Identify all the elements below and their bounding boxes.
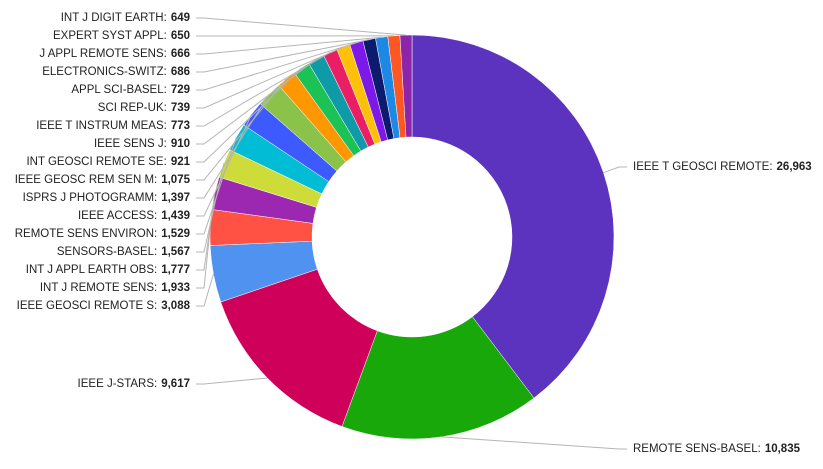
slice-name: INT GEOSCI REMOTE SE: <box>26 156 166 168</box>
leader-line <box>196 378 267 384</box>
slice-value: 1,529 <box>161 228 190 240</box>
slice-value: 1,567 <box>161 246 190 258</box>
slice-label: J APPL REMOTE SENS: 666 <box>39 48 190 60</box>
slice-label: ISPRS J PHOTOGRAMM:1,397 <box>23 192 190 204</box>
slice-label: IEEE T GEOSCI REMOTE: 26,963 <box>633 161 812 173</box>
slice-label: INT GEOSCI REMOTE SE: 921 <box>26 156 190 168</box>
slice-value: 729 <box>171 84 190 96</box>
slice-value: 9,617 <box>161 378 190 390</box>
slice-label: IEEE T INSTRUM MEAS: 773 <box>36 120 190 132</box>
slice-value: 1,777 <box>161 264 190 276</box>
slice-label: IEEE GEOSCI REMOTE S:3,088 <box>17 300 191 312</box>
slice-value: 921 <box>171 156 191 168</box>
slice-label: IEEE ACCESS: 1,439 <box>78 210 190 222</box>
slice-label: IEEE J-STARS:9,617 <box>78 378 190 390</box>
slice-label: IEEE GEOSC REM SEN M:1,075 <box>15 174 191 186</box>
slice-value: 1,439 <box>161 210 190 222</box>
slice-value: 649 <box>171 12 190 24</box>
slice-name: REMOTE SENS ENVIRON: <box>15 228 158 240</box>
slice-value: 3,088 <box>161 300 190 312</box>
slice-value: 666 <box>171 48 190 60</box>
slice-name: INT J APPL EARTH OBS: <box>26 264 157 276</box>
slice-name: J APPL REMOTE SENS: <box>39 48 166 60</box>
slice-value: 686 <box>171 66 190 78</box>
slice-value: 650 <box>171 30 190 42</box>
slice-value: 739 <box>171 102 190 114</box>
slice-name: IEEE T INSTRUM MEAS: <box>36 120 167 132</box>
slice-label: REMOTE SENS-BASEL: 10,835 <box>633 443 801 455</box>
slice-value: 1,397 <box>161 192 190 204</box>
slice-name: INT J DIGIT EARTH: <box>61 12 167 24</box>
slice-name: REMOTE SENS-BASEL: <box>633 443 761 455</box>
slice-value: 26,963 <box>777 161 812 173</box>
slice-label: ELECTRONICS-SWITZ: 686 <box>42 66 190 78</box>
slice-name: IEEE ACCESS: <box>78 210 157 222</box>
leader-line <box>196 227 210 288</box>
slice-name: SENSORS-BASEL: <box>57 246 157 258</box>
slice-value: 773 <box>171 120 190 132</box>
slice-name: INT J REMOTE SENS: <box>40 282 157 294</box>
slice-name: APPL SCI-BASEL: <box>71 84 166 96</box>
slice-name: IEEE SENS J: <box>94 138 167 150</box>
slice-name: EXPERT SYST APPL: <box>53 30 167 42</box>
slice-label: APPL SCI-BASEL: 729 <box>71 84 190 96</box>
slice-value: 1,933 <box>161 282 190 294</box>
slice-name: IEEE J-STARS: <box>78 378 158 390</box>
slice-label: SENSORS-BASEL: 1,567 <box>57 246 190 258</box>
slice-name: SCI REP-UK: <box>98 102 167 114</box>
slice-name: IEEE GEOSC REM SEN M: <box>15 174 158 186</box>
leader-line <box>196 18 406 35</box>
slice-label: INT J REMOTE SENS: 1,933 <box>40 282 190 294</box>
slice-label: REMOTE SENS ENVIRON:1,529 <box>15 228 190 240</box>
slice-name: IEEE T GEOSCI REMOTE: <box>633 161 773 173</box>
slice-value: 1,075 <box>161 174 190 186</box>
leader-line <box>603 167 627 173</box>
slice-label: SCI REP-UK: 739 <box>98 102 190 114</box>
slice-value: 10,835 <box>765 443 801 455</box>
slice-label: INT J APPL EARTH OBS: 1,777 <box>26 264 190 276</box>
slice-label: IEEE SENS J: 910 <box>94 138 190 150</box>
slice-name: ISPRS J PHOTOGRAMM: <box>23 192 158 204</box>
slice-label: INT J DIGIT EARTH: 649 <box>61 12 190 24</box>
slice-name: IEEE GEOSCI REMOTE S: <box>17 300 158 312</box>
slice-label: EXPERT SYST APPL: 650 <box>53 30 190 42</box>
slice-value: 910 <box>171 138 190 150</box>
leader-line <box>442 437 627 449</box>
slice-name: ELECTRONICS-SWITZ: <box>42 66 167 78</box>
